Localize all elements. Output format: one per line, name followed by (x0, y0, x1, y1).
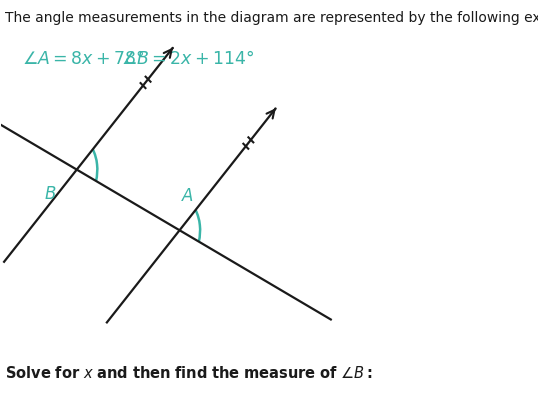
Text: The angle measurements in the diagram are represented by the following expressio: The angle measurements in the diagram ar… (5, 11, 538, 25)
Text: $\angle A = 8x + 78°$: $\angle A = 8x + 78°$ (22, 50, 145, 68)
Text: $\angle B = 2x + 114°$: $\angle B = 2x + 114°$ (121, 50, 255, 68)
Text: $A$: $A$ (181, 187, 194, 205)
Text: $B$: $B$ (44, 185, 56, 203)
Text: $\mathbf{Solve\ for}\ \mathit{x}\ \mathbf{and\ then\ find\ the\ measure\ of}\ \m: $\mathbf{Solve\ for}\ \mathit{x}\ \mathb… (5, 365, 373, 381)
